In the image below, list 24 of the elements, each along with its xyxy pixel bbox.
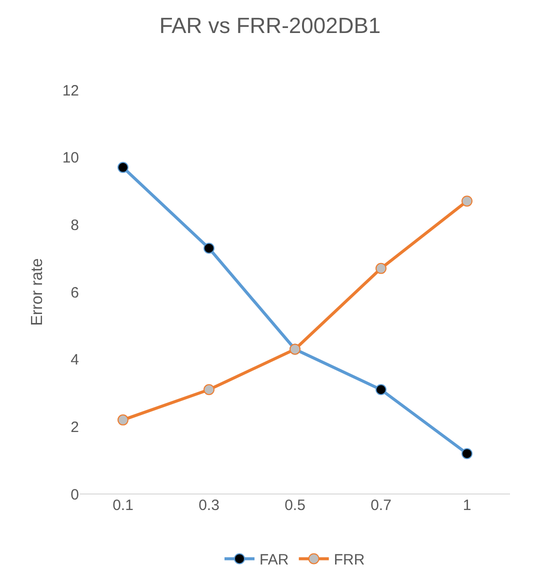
x-tick-label: 1 bbox=[462, 497, 472, 514]
y-tick-label: 12 bbox=[62, 82, 79, 100]
x-tick-label: 0.5 bbox=[284, 497, 306, 514]
point bbox=[462, 196, 472, 207]
legend-label: FAR bbox=[260, 552, 289, 569]
x-tick-label: 0.3 bbox=[198, 497, 220, 514]
y-axis-title: Error rate bbox=[29, 258, 46, 326]
y-tick-label: 8 bbox=[70, 216, 79, 234]
y-tick-label: 6 bbox=[70, 284, 79, 302]
legend-label: FRR bbox=[334, 552, 365, 569]
point bbox=[204, 242, 214, 254]
chart-title: FAR vs FRR-2002DB1 bbox=[159, 13, 381, 38]
y-tick-label: 0 bbox=[70, 486, 79, 504]
point bbox=[376, 384, 386, 396]
point bbox=[204, 384, 214, 396]
point bbox=[462, 448, 472, 460]
y-tick-label: 4 bbox=[70, 352, 79, 369]
point bbox=[376, 262, 386, 274]
y-tick-label: 10 bbox=[62, 150, 79, 167]
x-tick-label: 0.7 bbox=[370, 497, 392, 514]
point bbox=[118, 162, 128, 173]
x-tick-label: 0.1 bbox=[112, 497, 134, 514]
y-tick-label: 2 bbox=[70, 418, 79, 436]
point bbox=[118, 414, 128, 426]
